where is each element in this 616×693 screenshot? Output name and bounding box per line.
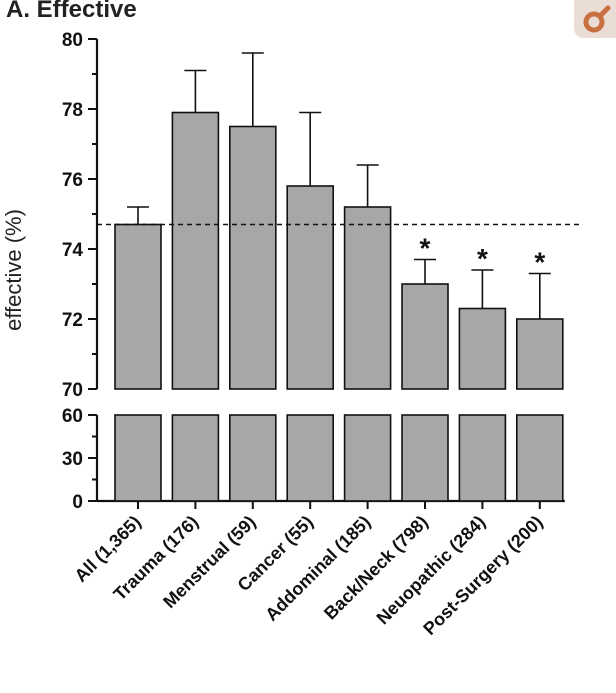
bar-lower-segment [171, 414, 220, 502]
bar [229, 125, 277, 390]
bar [401, 283, 449, 390]
significance-markers: * * * [420, 233, 546, 278]
bar [171, 111, 220, 390]
x-tick-label: Back/Neck (798) [320, 512, 432, 624]
chart-title: A. Effective [6, 0, 137, 23]
bar-lower-segment [401, 414, 449, 502]
bar [343, 206, 392, 390]
x-tick-labels: All (1,365)Trauma (176)Menstrual (59)Can… [71, 512, 547, 639]
x-tick-label: Neuopathic (284) [373, 512, 490, 629]
x-tick-label: Addominal (185) [261, 512, 374, 625]
significance-star: * [534, 247, 545, 278]
bar [458, 307, 507, 390]
bar [515, 318, 564, 390]
bar [114, 223, 162, 390]
bar-lower-segment [458, 414, 507, 502]
corner-badge[interactable] [574, 0, 616, 38]
bar-lower-segment [286, 414, 335, 502]
bars [114, 111, 564, 502]
bar [286, 185, 335, 390]
bar-lower-segment [229, 414, 277, 502]
circle-arrow-icon [583, 5, 611, 33]
bar-lower-segment [114, 414, 162, 502]
y-tick-label: 72 [62, 310, 83, 331]
bar-lower-segment [515, 414, 564, 502]
y-axis-label: effective (%) [1, 209, 26, 331]
y-tick-label: 60 [62, 406, 83, 427]
significance-star: * [420, 233, 431, 264]
error-bars [127, 52, 551, 319]
bar-lower-segment [343, 414, 392, 502]
significance-star: * [477, 243, 488, 274]
y-tick-label: 70 [62, 380, 83, 401]
y-tick-label: 76 [62, 170, 83, 191]
y-tick-label: 0 [72, 492, 83, 513]
y-tick-labels: 80 78 76 74 72 70 60 30 0 [62, 30, 84, 513]
y-tick-label: 30 [62, 449, 83, 470]
y-tick-label: 78 [62, 100, 83, 121]
y-tick-label: 74 [62, 240, 84, 261]
y-tick-label: 80 [62, 30, 83, 51]
